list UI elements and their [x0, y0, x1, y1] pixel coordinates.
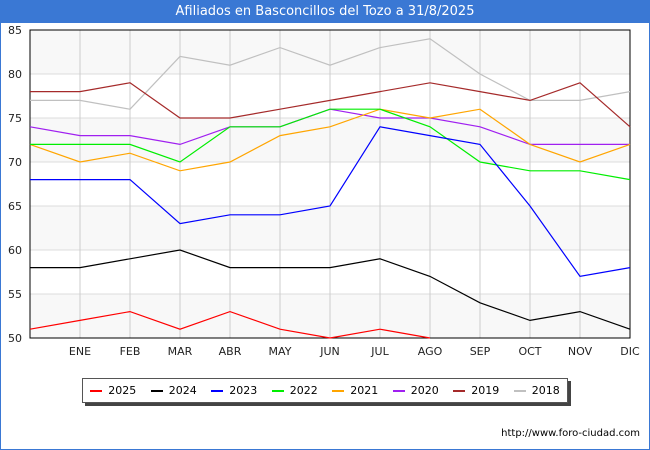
- x-tick-label: AGO: [418, 345, 443, 358]
- series-line-2022: [30, 108, 631, 181]
- x-tick-label: ABR: [219, 345, 242, 358]
- x-tick-label: DIC: [620, 345, 640, 358]
- legend-swatch: [211, 389, 224, 392]
- x-tick-label: ENE: [69, 345, 91, 358]
- legend-label: 2019: [471, 384, 500, 397]
- legend-item-2020: 2020: [392, 384, 439, 397]
- legend-swatch: [332, 389, 345, 392]
- series-line-2023: [30, 126, 631, 278]
- legend-swatch: [90, 389, 103, 392]
- legend-swatch: [150, 389, 163, 392]
- x-tick-label: MAY: [269, 345, 292, 358]
- x-tick-label: MAR: [168, 345, 193, 358]
- series-line-2025: [29, 310, 431, 339]
- y-tick-label: 50: [8, 332, 22, 345]
- x-tick-label: FEB: [120, 345, 141, 358]
- line-chart: 50 55 60 65 70 75 80 85 ENE FEB MAR ABR MAY JUN JUL AGO…: [8, 24, 640, 358]
- series-line-2019: [30, 82, 631, 128]
- legend: 2025 2024 2023 2022 2021 2020 2019 2018: [82, 378, 568, 403]
- series-line-2021: [29, 108, 631, 172]
- legend-item-2018: 2018: [513, 384, 560, 397]
- legend-label: 2018: [531, 384, 560, 397]
- legend-swatch: [453, 389, 466, 392]
- legend-label: 2021: [350, 384, 379, 397]
- legend-item-2021: 2021: [332, 384, 378, 397]
- y-tick-label: 60: [8, 244, 22, 257]
- legend-item-2023: 2023: [211, 384, 257, 397]
- y-tick-label: 65: [8, 200, 22, 213]
- y-tick-label: 55: [8, 288, 22, 301]
- legend-item-2025: 2025: [90, 384, 136, 397]
- chart-title: Afiliados en Basconcillos del Tozo a 31/…: [0, 0, 650, 23]
- legend-label: 2023: [229, 384, 258, 397]
- legend-item-2019: 2019: [453, 384, 499, 397]
- y-tick-label: 75: [8, 112, 22, 125]
- y-tick-label: 85: [8, 24, 22, 37]
- y-tick-label: 70: [8, 156, 22, 169]
- x-tick-label: SEP: [470, 345, 491, 358]
- legend-swatch: [392, 389, 405, 392]
- x-tick-label: JUN: [319, 345, 340, 358]
- legend-swatch: [513, 389, 526, 392]
- y-tick-label: 80: [8, 68, 22, 81]
- legend-label: 2024: [168, 384, 197, 397]
- x-tick-label: NOV: [568, 345, 593, 358]
- x-tick-label: OCT: [518, 345, 541, 358]
- legend-label: 2020: [410, 384, 439, 397]
- legend-item-2024: 2024: [150, 384, 197, 397]
- legend-swatch: [271, 389, 284, 392]
- footer-url[interactable]: http://www.foro-ciudad.com: [501, 428, 640, 439]
- legend-label: 2022: [289, 384, 318, 397]
- legend-item-2022: 2022: [271, 384, 318, 397]
- series-line-2024: [30, 249, 631, 330]
- legend-label: 2025: [108, 384, 137, 397]
- x-tick-label: JUL: [370, 345, 389, 358]
